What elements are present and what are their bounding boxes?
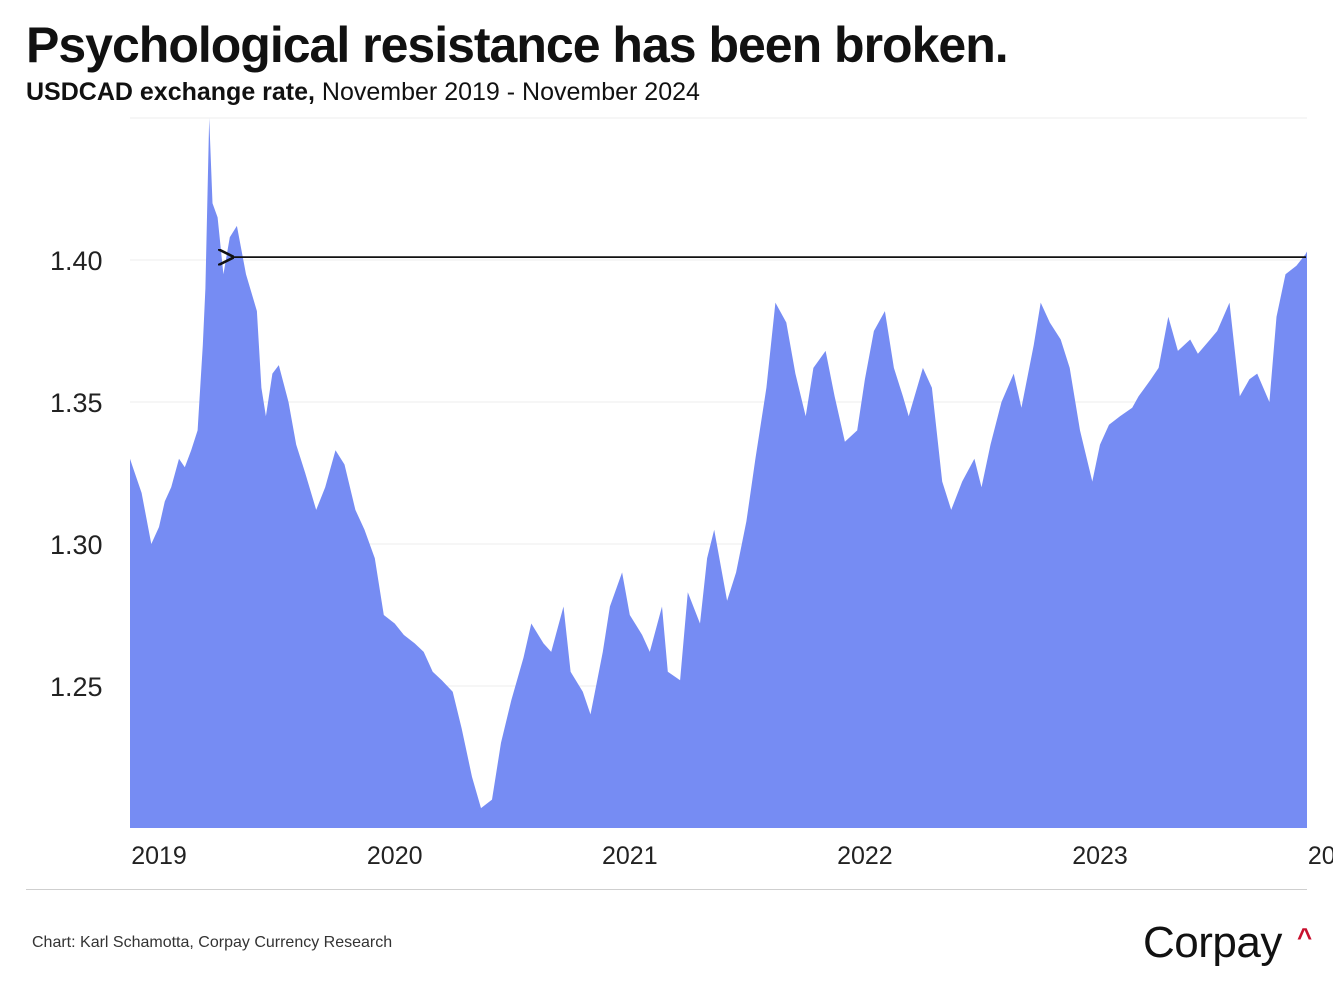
usdcad-area — [130, 118, 1307, 828]
footer-divider — [26, 889, 1307, 890]
chart-title: Psychological resistance has been broken… — [26, 17, 1009, 73]
chart-subtitle: USDCAD exchange rate, November 2019 - No… — [26, 78, 700, 107]
y-tick-label: 1.40 — [50, 246, 103, 276]
y-tick-label: 1.30 — [50, 530, 103, 560]
x-tick-label: 2019 — [131, 842, 187, 870]
source-credit: Chart: Karl Schamotta, Corpay Currency R… — [32, 934, 393, 951]
usdcad-area-chart: 1.40 1.35 1.30 1.25 2019 2020 2021 2022 2023 202… — [50, 117, 1333, 870]
area-layer — [130, 118, 1307, 828]
subtitle-date-range: November 2019 - November 2024 — [314, 78, 700, 106]
x-tick-label: 2022 — [837, 842, 893, 870]
y-tick-label: 1.35 — [50, 388, 103, 418]
x-axis: 2019 2020 2021 2022 2023 2024 — [131, 842, 1333, 870]
logo-caret-icon: ^ — [1297, 922, 1313, 952]
x-tick-label: 2021 — [602, 842, 658, 870]
y-axis: 1.40 1.35 1.30 1.25 — [50, 246, 103, 702]
corpay-logo: Corpay — [1143, 918, 1282, 967]
x-tick-label: 2023 — [1072, 842, 1128, 870]
x-tick-label: 2024 — [1308, 842, 1333, 870]
x-tick-label: 2020 — [367, 842, 423, 870]
y-tick-label: 1.25 — [50, 672, 103, 702]
subtitle-series: USDCAD exchange rate, — [26, 78, 315, 106]
